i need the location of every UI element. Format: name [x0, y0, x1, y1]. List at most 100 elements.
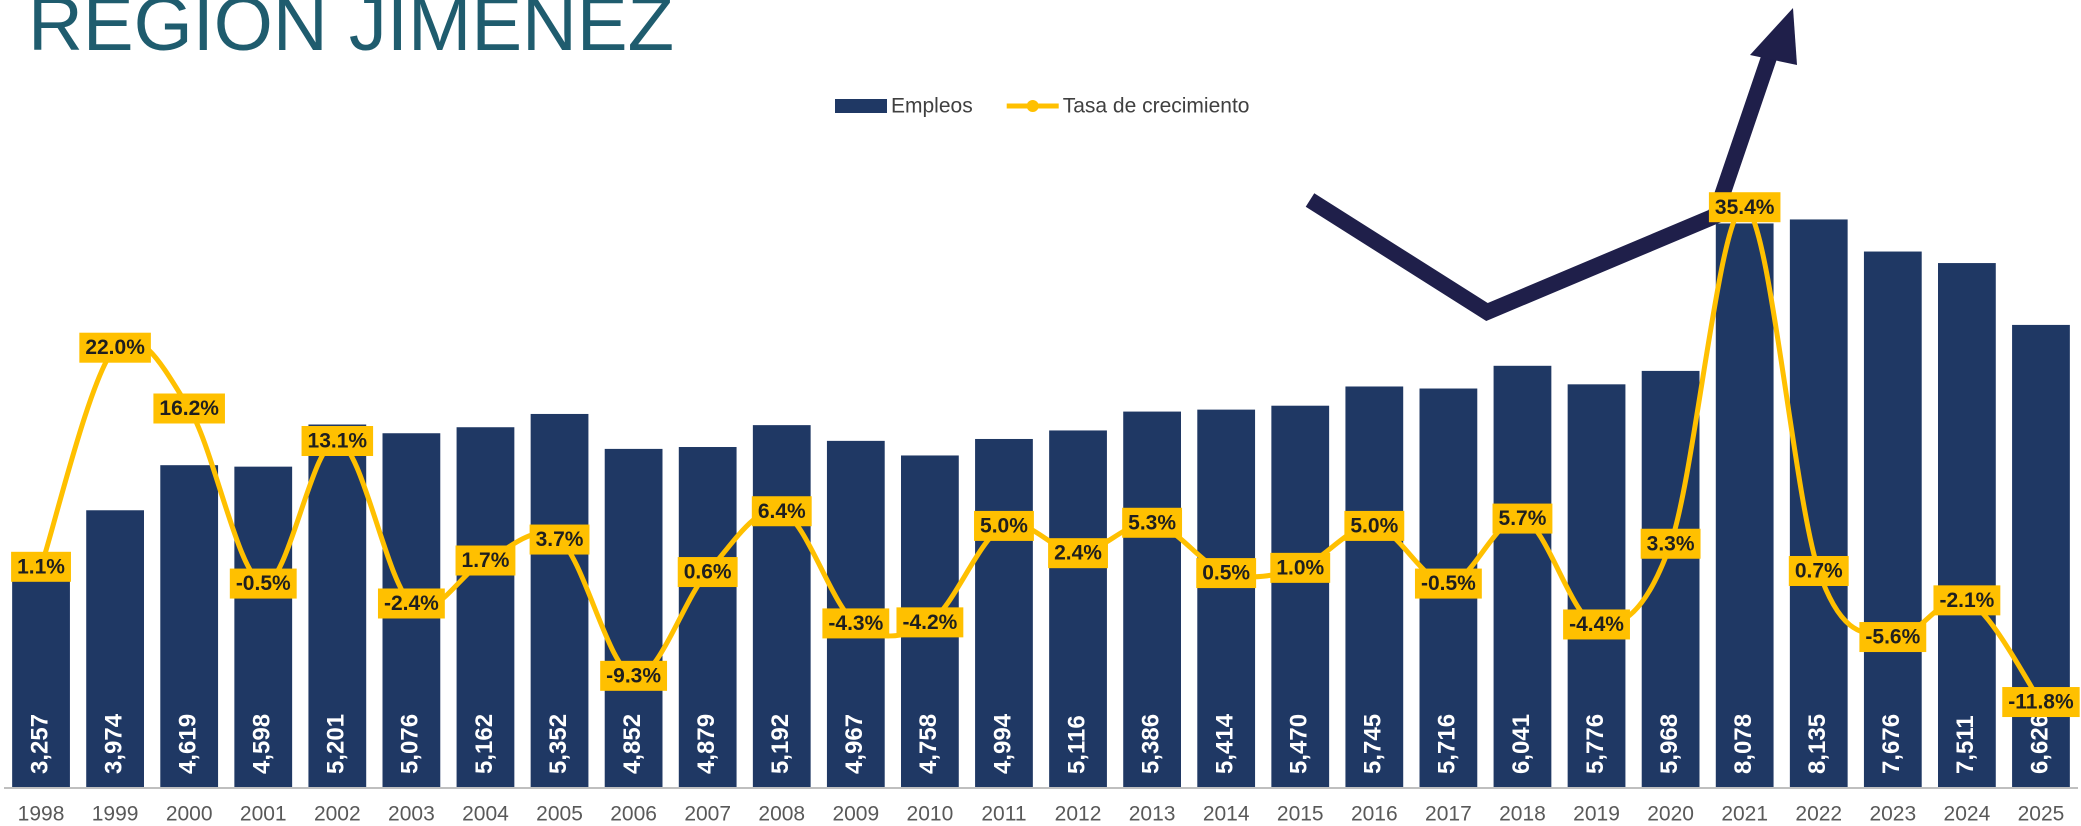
x-tick-label: 2023 — [1869, 803, 1916, 826]
x-tick-label: 2025 — [2018, 803, 2065, 826]
data-label: -4.2% — [902, 611, 957, 634]
bar-value-label: 6,041 — [1508, 714, 1535, 774]
data-label: 2.4% — [1054, 542, 1102, 565]
data-label: 22.0% — [85, 336, 145, 359]
bar — [530, 413, 589, 788]
data-label: 35.4% — [1715, 196, 1775, 219]
line-labels: 1.1% 22.0% 16.2% -0.5% 13.1% -2.4% 1.7% 3.7% -9.… — [11, 192, 2080, 718]
data-label-box — [11, 551, 71, 582]
bar — [604, 448, 663, 788]
bar — [234, 466, 293, 788]
bar — [1789, 219, 1848, 789]
data-label: -2.4% — [384, 592, 439, 615]
x-tick-label: 2000 — [166, 803, 213, 826]
data-label-box — [1640, 528, 1701, 559]
data-label-box — [1122, 507, 1183, 538]
bar — [86, 510, 144, 788]
x-tick-label: 2002 — [314, 803, 361, 826]
data-label: 0.5% — [1202, 562, 1250, 585]
bar — [1271, 405, 1330, 788]
bar-value-label: 4,879 — [693, 714, 720, 774]
bar-value-label: 4,758 — [915, 714, 942, 774]
bar-value-label: 8,135 — [1804, 714, 1831, 774]
data-label: -4.4% — [1569, 613, 1624, 636]
data-label-box — [974, 510, 1034, 541]
bar — [678, 447, 737, 788]
bar — [1345, 386, 1404, 788]
bar-value-label: 5,414 — [1212, 713, 1239, 774]
bar — [752, 425, 811, 788]
data-label-box — [1788, 555, 1849, 586]
bar-value-label: 6,626 — [2026, 714, 2053, 774]
data-label: -11.8% — [2008, 691, 2074, 714]
data-label-box — [301, 426, 374, 457]
bar-value-label: 5,116 — [1063, 715, 1090, 774]
data-label: 0.6% — [684, 561, 732, 584]
data-label: 1.0% — [1276, 556, 1324, 579]
bar — [12, 560, 70, 788]
x-tick-label: 2001 — [240, 803, 287, 826]
data-label-box — [377, 588, 445, 619]
bar-value-label: 5,352 — [545, 714, 572, 774]
data-label: -2.1% — [1939, 589, 1994, 612]
data-label-box — [1492, 503, 1553, 534]
data-label-box — [896, 607, 964, 638]
bar-value-label: 5,076 — [397, 714, 424, 774]
bar-value-label: 4,967 — [841, 714, 868, 774]
bar-value-label: 4,852 — [619, 714, 646, 774]
data-label-box — [153, 393, 225, 424]
data-label-box — [751, 496, 812, 527]
bar — [1567, 384, 1626, 788]
bar — [1049, 430, 1107, 788]
bar-value-label: 5,192 — [767, 714, 794, 774]
bar — [160, 465, 219, 788]
bar-value-label: 4,994 — [989, 713, 1016, 774]
bar-value-label: 3,974 — [100, 713, 127, 774]
bar — [1641, 370, 1700, 788]
bar-value-label: 5,716 — [1434, 714, 1461, 774]
data-label-box — [822, 608, 890, 639]
data-label: 13.1% — [308, 430, 368, 453]
data-label-box — [1708, 192, 1781, 223]
illustration — [1305, 8, 1797, 321]
bar-value-label: 5,745 — [1360, 714, 1387, 774]
bar-value-label: 5,968 — [1656, 714, 1683, 774]
bar-value-label: 4,619 — [175, 714, 202, 774]
x-tick-label: 2004 — [462, 803, 509, 826]
data-label-box — [79, 332, 151, 363]
bar — [1938, 263, 1996, 788]
bar-value-label: 4,598 — [249, 714, 276, 774]
legend-swatch-marker — [1026, 100, 1039, 112]
data-label: 3.3% — [1647, 532, 1695, 555]
data-label-box — [455, 545, 516, 576]
data-label-box — [1270, 552, 1331, 583]
data-label: 5.0% — [980, 514, 1028, 537]
bar-value-label: 5,470 — [1286, 714, 1313, 774]
data-label: 6.4% — [758, 500, 806, 523]
decor-arrowhead — [1750, 8, 1797, 65]
x-tick-label: 2013 — [1129, 803, 1176, 826]
data-label: -5.6% — [1865, 626, 1920, 649]
data-label: -9.3% — [606, 664, 661, 687]
data-label-box — [600, 660, 668, 691]
data-label: 5.3% — [1128, 511, 1176, 534]
data-label: 5.7% — [1499, 507, 1547, 530]
bar-value-label: 3,257 — [26, 714, 53, 774]
data-label-box — [1933, 585, 2001, 616]
bar — [308, 424, 367, 788]
data-label: 16.2% — [159, 397, 219, 420]
x-tick-label: 2024 — [1944, 803, 1991, 826]
data-label-box — [2002, 687, 2080, 718]
x-tick-label: 2020 — [1647, 803, 1694, 826]
data-label: -0.5% — [236, 572, 291, 595]
data-label-box — [1344, 510, 1405, 541]
legend-label: Tasa de crecimiento — [1063, 95, 1250, 118]
decor-arrow — [1305, 37, 1783, 321]
x-tick-label: 2015 — [1277, 803, 1324, 826]
x-tick-label: 2009 — [832, 803, 879, 826]
x-tick-label: 2005 — [536, 803, 583, 826]
bar-value-label: 7,511 — [1952, 715, 1979, 774]
bar — [1715, 223, 1774, 788]
x-tick-label: 2014 — [1203, 803, 1250, 826]
